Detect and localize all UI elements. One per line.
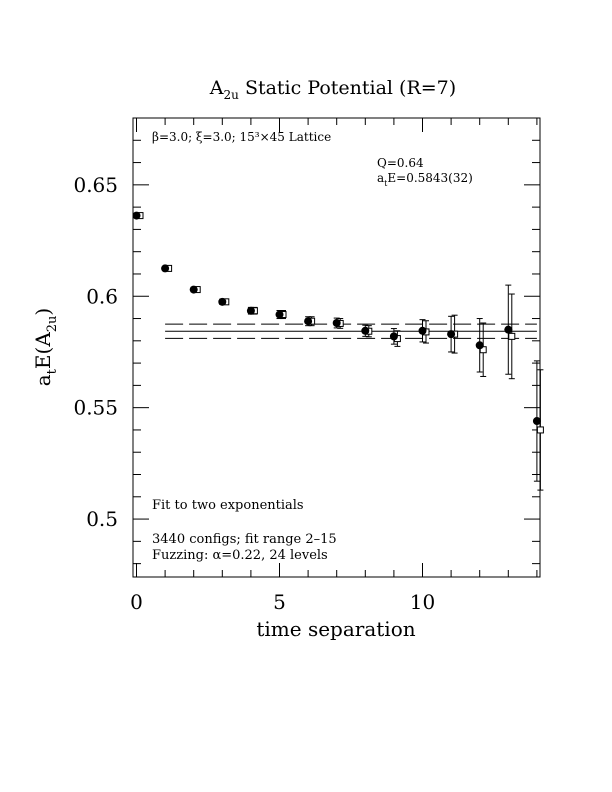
data-point-marker — [332, 318, 341, 327]
configs: 3440 configs; fit range 2–15 — [152, 532, 337, 547]
chart-title-main: A — [209, 77, 224, 99]
y-tick-label: 0.65 — [73, 173, 118, 197]
data-point-marker — [475, 341, 484, 350]
fit-lines — [165, 323, 537, 339]
fit-energy-t: t — [384, 179, 388, 188]
data-point-marker — [275, 310, 284, 319]
fit-energy: atE=0.5843(32) — [377, 171, 473, 188]
fit-q: Q=0.64 — [377, 156, 424, 170]
x-tick-label: 10 — [410, 590, 435, 614]
axis-ticks — [133, 117, 540, 577]
y-axis-label-a: a — [31, 374, 55, 386]
open-point-marker — [508, 332, 516, 340]
data-point-marker — [304, 317, 313, 326]
fit-energy-rest: E=0.5843(32) — [387, 171, 472, 185]
y-tick-label: 0.5 — [86, 507, 118, 531]
open-point-marker — [536, 426, 544, 434]
x-tick-label: 0 — [130, 590, 143, 614]
chart-title-rest: Static Potential (R=7) — [239, 77, 456, 99]
x-axis-label: time separation — [256, 617, 415, 641]
fit-type: Fit to two exponentials — [152, 498, 304, 513]
data-point-marker — [246, 306, 255, 315]
y-axis-label-t: t — [45, 368, 60, 374]
chart-title: A2u Static Potential (R=7) — [209, 77, 456, 102]
fuzzing: Fuzzing: α=0.22, 24 levels — [152, 548, 328, 563]
data-point-marker — [418, 326, 427, 335]
chart-title-sub: 2u — [224, 88, 240, 102]
lattice-info: β=3.0; ξ=3.0; 15³×45 Lattice — [152, 130, 331, 144]
tick-labels: 0 5 10 0.5 0.55 0.6 0.65 — [73, 173, 435, 614]
data-point-marker — [132, 211, 141, 220]
data-point-marker — [447, 330, 456, 339]
y-tick-label: 0.6 — [86, 284, 118, 308]
data-point-marker — [161, 264, 170, 273]
data-point-marker — [504, 325, 513, 334]
data-point-marker — [532, 417, 541, 426]
y-tick-label: 0.55 — [73, 396, 118, 420]
y-axis-label: atE(A2u) — [31, 308, 60, 387]
fit-energy-a: a — [377, 171, 384, 185]
data-point-marker — [218, 297, 227, 306]
x-tick-label: 5 — [273, 590, 286, 614]
y-axis-label-2u: 2u — [45, 316, 60, 333]
data-point-marker — [361, 326, 370, 335]
data-point-marker — [389, 332, 398, 341]
y-axis-label-close: ) — [31, 308, 55, 316]
y-axis-label-E: E(A — [31, 332, 55, 369]
data-points — [132, 211, 544, 491]
data-point-marker — [189, 285, 198, 294]
